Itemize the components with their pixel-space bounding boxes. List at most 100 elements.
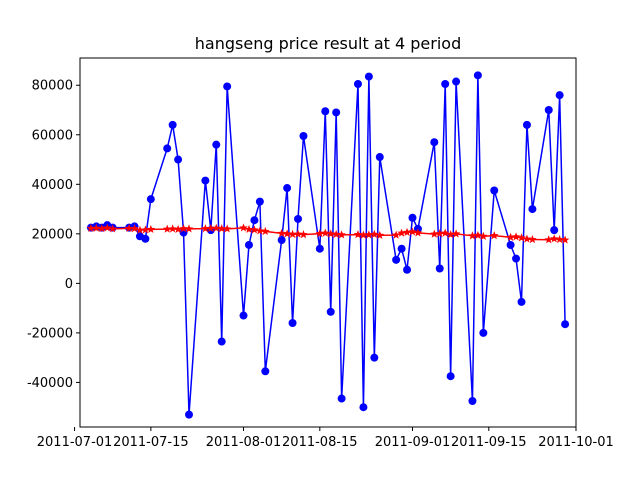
plot-frame	[79, 57, 577, 428]
series-1-point	[277, 236, 286, 245]
y-tick-label: 0	[65, 277, 73, 292]
series-2-point	[479, 231, 488, 240]
series-2-point	[544, 235, 554, 244]
series-2-point	[506, 232, 515, 241]
series-1-point	[244, 240, 253, 249]
series-2-point	[451, 229, 461, 238]
series-2-point	[179, 224, 188, 233]
x-tick-label: 2011-10-01	[538, 435, 614, 450]
series-1-point	[392, 255, 401, 264]
series-2-point	[261, 226, 270, 235]
plot-background	[80, 58, 576, 427]
series-1-point	[452, 77, 461, 86]
series-2-point	[320, 228, 330, 237]
series-2-point	[468, 231, 477, 240]
series-1-point	[468, 396, 477, 405]
x-tick-label: 2011-07-15	[113, 435, 189, 450]
series-1-point	[370, 353, 379, 362]
series-2-point	[97, 224, 107, 233]
series-1-point	[479, 328, 488, 337]
series-2-point	[489, 231, 499, 240]
series-1-point	[561, 320, 570, 329]
series-2-point	[473, 230, 483, 239]
series-2-point	[446, 230, 455, 239]
y-tick-label: 60000	[32, 128, 73, 143]
series-1-point	[261, 367, 270, 376]
series-2-point	[277, 228, 286, 237]
series-1-point	[490, 186, 499, 195]
axes-layer: 2011-07-01 2011-07-15 2011-08-01 2011-08-15…	[27, 79, 614, 450]
series-2-point	[141, 225, 150, 234]
series-1-point	[294, 214, 303, 223]
series-1-point	[168, 120, 177, 129]
series-1-point	[174, 155, 183, 164]
series-1-point	[250, 216, 259, 225]
series-1-point	[223, 82, 232, 91]
series-1-point	[217, 337, 226, 346]
series-1-point	[332, 108, 341, 117]
series-2-point	[440, 228, 450, 237]
series-1-point	[375, 153, 384, 162]
series-2-point	[413, 228, 423, 237]
series-1-point	[522, 120, 531, 129]
series-2-point	[435, 229, 445, 238]
series-2-point	[244, 224, 254, 234]
series-1-point	[364, 72, 373, 81]
series-2-point	[184, 224, 194, 233]
series-1-point	[239, 311, 248, 320]
y-tick-label: 40000	[32, 178, 73, 193]
series-layer	[86, 71, 570, 419]
series-2-point	[315, 229, 325, 238]
series-1-point	[430, 138, 439, 147]
y-tick-label: 80000	[32, 79, 73, 94]
series-1-point	[550, 226, 559, 235]
series-2-point	[222, 224, 232, 233]
series-1-point	[517, 297, 526, 306]
series-2-point	[353, 230, 363, 239]
series-1-point	[353, 80, 362, 89]
series-2-point	[408, 227, 417, 236]
chart-title: hangseng price result at 4 period	[195, 34, 461, 53]
series-1-point	[146, 195, 155, 204]
series-2-point	[326, 229, 336, 238]
series-2-point	[168, 224, 177, 233]
series-2-point	[173, 224, 183, 234]
series-2-point	[92, 223, 101, 232]
series-2-point	[201, 224, 210, 233]
series-2-point	[282, 229, 292, 238]
series-2-point	[511, 232, 521, 241]
series-1-point	[315, 244, 324, 253]
y-tick-label: -40000	[27, 376, 73, 391]
series-2-point	[397, 228, 406, 237]
series-1-point	[397, 244, 406, 253]
series-1-point	[288, 318, 297, 327]
series-1-point	[544, 106, 553, 115]
series-1-point	[408, 213, 417, 222]
series-2-point	[299, 230, 308, 239]
series-2-point	[430, 229, 439, 238]
series-2-point	[255, 226, 265, 235]
series-2-point	[402, 227, 412, 236]
series-2-point	[146, 224, 156, 234]
series-1-point	[512, 254, 521, 263]
series-1-point	[212, 140, 221, 149]
series-2-point	[162, 224, 172, 233]
series-2-point	[555, 235, 564, 244]
series-2-point	[528, 235, 537, 244]
series-1-point	[141, 234, 150, 243]
series-2-point	[522, 234, 532, 243]
series-2-point	[130, 224, 139, 233]
series-1-point	[528, 205, 537, 214]
x-tick-label: 2011-09-15	[451, 435, 527, 450]
series-2-point	[86, 223, 96, 233]
x-tick-label: 2011-08-15	[282, 435, 358, 450]
series-2-point	[337, 230, 346, 239]
series-2-point	[124, 223, 134, 233]
series-1-point	[201, 176, 210, 185]
series-1-point	[403, 265, 412, 274]
series-2-point	[370, 229, 379, 238]
series-2-point	[288, 229, 297, 238]
series-1-point	[283, 184, 292, 193]
x-tick-label: 2011-09-01	[375, 435, 451, 450]
series-1-point	[446, 372, 455, 381]
